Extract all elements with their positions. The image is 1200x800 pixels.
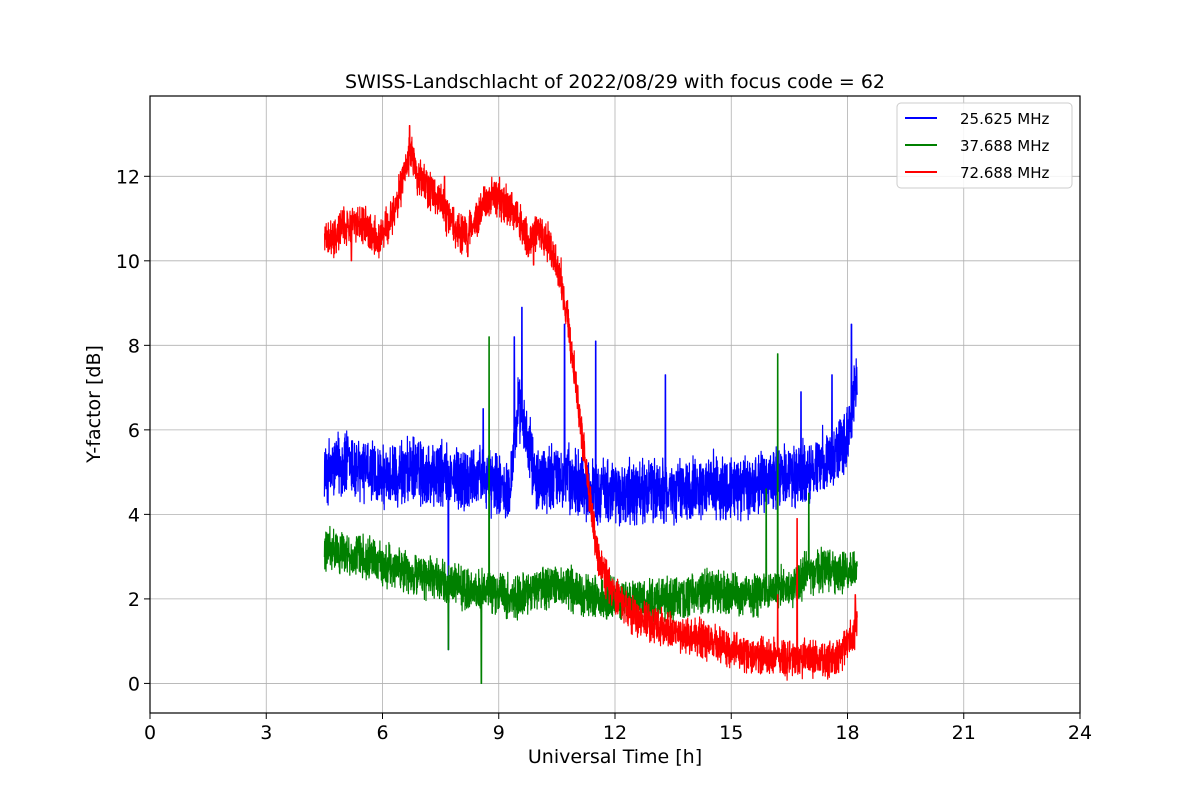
y-tick-label: 10 <box>116 251 140 273</box>
series-layer <box>323 125 858 684</box>
series-line-25-625 <box>323 306 858 651</box>
series-line-72-688 <box>323 125 858 681</box>
legend-label-25-625: 25.625 MHz <box>960 110 1049 128</box>
y-tick-label: 6 <box>128 420 140 442</box>
legend-label-37-688: 37.688 MHz <box>960 137 1049 155</box>
x-tick-label: 3 <box>260 722 272 744</box>
x-tick-label: 15 <box>719 722 743 744</box>
legend-label-72-688: 72.688 MHz <box>960 164 1049 182</box>
y-tick-label: 0 <box>128 673 140 695</box>
x-tick-label: 18 <box>835 722 859 744</box>
x-tick-label: 24 <box>1068 722 1092 744</box>
y-axis-label: Y-factor [dB] <box>83 345 105 464</box>
y-tick-label: 12 <box>116 166 140 188</box>
x-tick-label: 21 <box>952 722 976 744</box>
y-tick-label: 4 <box>128 504 140 526</box>
series-line-37-688 <box>323 336 858 684</box>
chart-title: SWISS-Landschlacht of 2022/08/29 with fo… <box>345 71 885 93</box>
y-tick-label: 8 <box>128 335 140 357</box>
legend: 25.625 MHz 37.688 MHz 72.688 MHz <box>896 102 1073 189</box>
y-tick-label: 2 <box>128 589 140 611</box>
legend-frame <box>896 102 1073 189</box>
x-axis-label: Universal Time [h] <box>528 746 702 768</box>
x-tick-label: 9 <box>493 722 505 744</box>
x-tick-label: 12 <box>603 722 627 744</box>
x-tick-label: 0 <box>144 722 156 744</box>
x-tick-label: 6 <box>376 722 388 744</box>
